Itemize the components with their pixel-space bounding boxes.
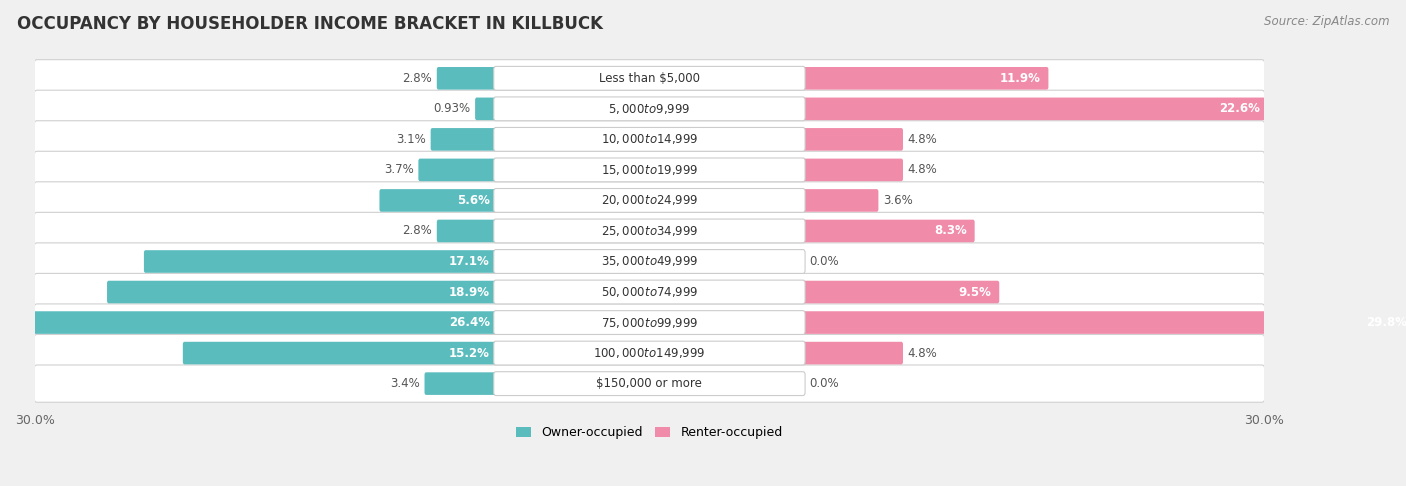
FancyBboxPatch shape [801, 311, 1406, 334]
Text: 0.0%: 0.0% [810, 255, 839, 268]
Text: 8.3%: 8.3% [934, 225, 967, 238]
FancyBboxPatch shape [494, 372, 806, 396]
FancyBboxPatch shape [801, 189, 879, 212]
FancyBboxPatch shape [34, 151, 1265, 189]
FancyBboxPatch shape [34, 243, 1265, 280]
Text: 0.0%: 0.0% [810, 377, 839, 390]
FancyBboxPatch shape [494, 250, 806, 274]
FancyBboxPatch shape [430, 128, 498, 151]
FancyBboxPatch shape [494, 311, 806, 334]
FancyBboxPatch shape [107, 281, 498, 303]
Text: 4.8%: 4.8% [907, 133, 938, 146]
FancyBboxPatch shape [34, 274, 1265, 311]
FancyBboxPatch shape [801, 158, 903, 181]
Text: 3.7%: 3.7% [384, 163, 413, 176]
Legend: Owner-occupied, Renter-occupied: Owner-occupied, Renter-occupied [512, 421, 787, 444]
FancyBboxPatch shape [801, 281, 1000, 303]
Text: 4.8%: 4.8% [907, 163, 938, 176]
FancyBboxPatch shape [494, 97, 806, 121]
FancyBboxPatch shape [801, 220, 974, 242]
FancyBboxPatch shape [494, 219, 806, 243]
FancyBboxPatch shape [437, 67, 498, 89]
Text: $50,000 to $74,999: $50,000 to $74,999 [600, 285, 699, 299]
FancyBboxPatch shape [34, 182, 1265, 219]
FancyBboxPatch shape [801, 98, 1268, 120]
Text: $35,000 to $49,999: $35,000 to $49,999 [600, 255, 699, 268]
Text: 2.8%: 2.8% [402, 225, 432, 238]
Text: 4.8%: 4.8% [907, 347, 938, 360]
FancyBboxPatch shape [34, 304, 1265, 341]
FancyBboxPatch shape [143, 250, 498, 273]
FancyBboxPatch shape [34, 334, 1265, 372]
Text: Source: ZipAtlas.com: Source: ZipAtlas.com [1264, 15, 1389, 28]
Text: $10,000 to $14,999: $10,000 to $14,999 [600, 132, 699, 146]
Text: 29.8%: 29.8% [1367, 316, 1406, 329]
FancyBboxPatch shape [494, 67, 806, 90]
FancyBboxPatch shape [34, 365, 1265, 402]
Text: $15,000 to $19,999: $15,000 to $19,999 [600, 163, 699, 177]
FancyBboxPatch shape [494, 189, 806, 212]
Text: $75,000 to $99,999: $75,000 to $99,999 [600, 315, 699, 330]
Text: 17.1%: 17.1% [449, 255, 489, 268]
Text: Less than $5,000: Less than $5,000 [599, 72, 700, 85]
FancyBboxPatch shape [437, 220, 498, 242]
FancyBboxPatch shape [34, 90, 1265, 127]
FancyBboxPatch shape [425, 372, 498, 395]
Text: 3.6%: 3.6% [883, 194, 912, 207]
Text: 9.5%: 9.5% [959, 285, 991, 298]
Text: 2.8%: 2.8% [402, 72, 432, 85]
FancyBboxPatch shape [419, 158, 498, 181]
FancyBboxPatch shape [475, 98, 498, 120]
FancyBboxPatch shape [801, 128, 903, 151]
FancyBboxPatch shape [801, 342, 903, 364]
FancyBboxPatch shape [34, 121, 1265, 158]
FancyBboxPatch shape [801, 67, 1049, 89]
Text: $100,000 to $149,999: $100,000 to $149,999 [593, 346, 706, 360]
Text: 0.93%: 0.93% [433, 103, 471, 115]
FancyBboxPatch shape [34, 212, 1265, 250]
FancyBboxPatch shape [0, 311, 498, 334]
Text: 26.4%: 26.4% [449, 316, 489, 329]
Text: 22.6%: 22.6% [1219, 103, 1260, 115]
Text: $25,000 to $34,999: $25,000 to $34,999 [600, 224, 699, 238]
Text: 5.6%: 5.6% [457, 194, 489, 207]
Text: 11.9%: 11.9% [1000, 72, 1040, 85]
Text: $150,000 or more: $150,000 or more [596, 377, 703, 390]
FancyBboxPatch shape [380, 189, 498, 212]
FancyBboxPatch shape [34, 60, 1265, 97]
Text: 3.4%: 3.4% [391, 377, 420, 390]
FancyBboxPatch shape [494, 341, 806, 365]
FancyBboxPatch shape [494, 127, 806, 151]
FancyBboxPatch shape [494, 280, 806, 304]
Text: 3.1%: 3.1% [396, 133, 426, 146]
Text: $20,000 to $24,999: $20,000 to $24,999 [600, 193, 699, 208]
Text: 18.9%: 18.9% [449, 285, 489, 298]
Text: OCCUPANCY BY HOUSEHOLDER INCOME BRACKET IN KILLBUCK: OCCUPANCY BY HOUSEHOLDER INCOME BRACKET … [17, 15, 603, 33]
Text: $5,000 to $9,999: $5,000 to $9,999 [609, 102, 690, 116]
FancyBboxPatch shape [494, 158, 806, 182]
FancyBboxPatch shape [183, 342, 498, 364]
Text: 15.2%: 15.2% [449, 347, 489, 360]
